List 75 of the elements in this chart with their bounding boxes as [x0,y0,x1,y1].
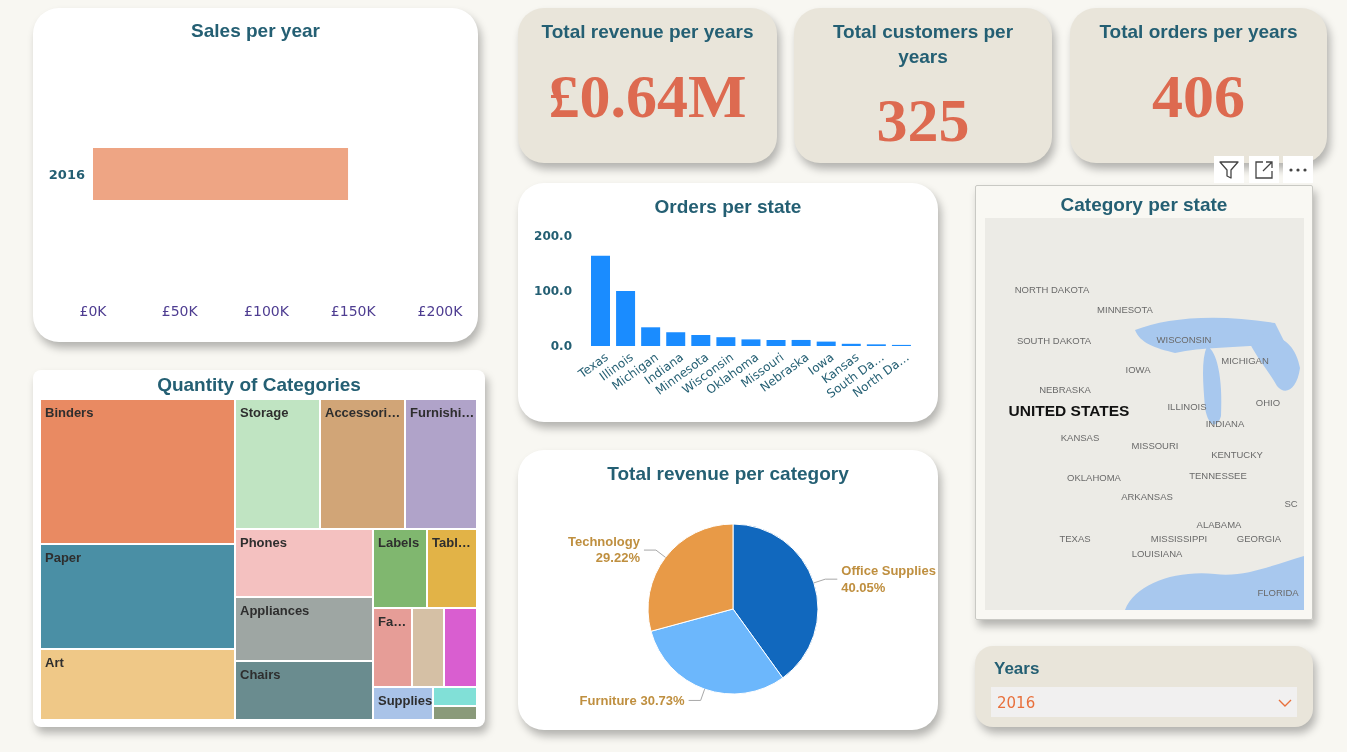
bar [641,327,661,346]
text: Total customers per years [832,21,1014,67]
bar [716,337,736,346]
y-tick-label: 100.0 [534,284,572,299]
text: KANSAS [1060,432,1100,443]
text: Years [994,659,1040,678]
bar [841,343,861,346]
bar [741,339,761,346]
text: Total revenue per years [541,21,754,42]
bar [616,291,636,346]
text: GEORGIA [1236,533,1282,544]
text: Category per state [1060,194,1228,215]
slice-label: Office Supplies [841,562,936,578]
text: INDIANA [1205,418,1245,429]
category-label: Tabl… [432,535,471,550]
text: MISSOURI [1131,440,1179,451]
bar [591,255,610,346]
chart-title: Sales per year [191,20,320,41]
text: Quantity of Categories [157,374,361,395]
text: ILLINOIS [1167,401,1207,412]
chart-title: Orders per state [654,196,802,217]
slice-label: Furniture [579,692,637,708]
y-tick-label: 200.0 [534,229,572,244]
text: OKLAHOMA [1067,472,1121,483]
category-label: Furnishi… [410,405,475,420]
category-label: Fa… [378,614,407,629]
category-label: Paper [45,550,82,565]
slice-label: Technology [567,533,641,549]
text: SOUTH DAKOTA [1016,335,1092,346]
text: ARKANSAS [1121,491,1173,502]
text: LOUISIANA [1131,548,1183,559]
y-tick-label: 0.0 [550,339,572,354]
category-label: Chairs [240,667,281,682]
category-label: Supplies [378,693,433,708]
text: TEXAS [1059,533,1091,544]
text: OHIO [1255,397,1281,408]
x-tick-label: £200K [417,302,464,319]
text: UNITED STATES [1008,402,1130,419]
text: 406 [1152,61,1245,130]
text: MICHIGAN [1221,355,1269,366]
text: TENNESSEE [1189,470,1247,481]
text: £0.64M [548,61,747,130]
text: WISCONSIN [1156,334,1212,345]
category-label: Art [45,655,65,670]
text: 325 [876,86,970,155]
text: FLORIDA [1257,587,1299,598]
category-label: Accessori… [325,405,401,420]
data-label: 29.22% [595,550,641,566]
x-tick-label: £150K [330,302,377,319]
text: Total orders per years [1099,21,1298,42]
text: MISSISSIPPI [1150,533,1208,544]
category-label: Labels [378,535,420,550]
data-label: 40.05% [841,579,886,595]
bar [791,339,811,346]
text: NORTH DAKOTA [1014,284,1090,295]
x-tick-label: £100K [244,302,290,319]
text: 2016 [997,694,1036,712]
text: IOWA [1125,364,1151,375]
category-label: Storage [240,405,289,420]
bar [816,341,836,346]
text: SC [1284,498,1298,509]
category-label: Binders [45,405,94,420]
text: KENTUCKY [1211,449,1263,460]
text: ALABAMA [1196,519,1242,530]
bar [666,332,686,346]
bar [766,339,786,346]
data-label: 30.73% [640,692,686,708]
x-tick-label: £50K [161,302,199,319]
category-label: Phones [240,535,287,550]
text: NEBRASKA [1039,384,1091,395]
text: MINNESOTA [1097,304,1153,315]
chart-title: Total revenue per category [607,463,849,484]
bar [691,335,711,346]
x-tick-label: £0K [79,302,108,319]
category-label: Appliances [240,603,310,618]
